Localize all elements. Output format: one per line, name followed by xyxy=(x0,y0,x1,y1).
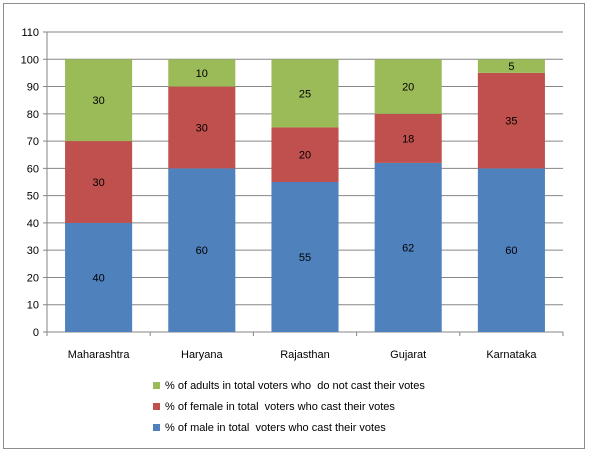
bar-segment xyxy=(271,127,339,182)
x-tick-label: Rajasthan xyxy=(280,349,330,361)
bar-segment xyxy=(374,162,442,332)
legend-entry: % of female in total voters who cast the… xyxy=(153,401,395,413)
x-tick-label: Gujarat xyxy=(390,349,426,361)
y-tick-label: 90 xyxy=(27,82,39,94)
bar-segment xyxy=(271,59,339,128)
bar-segment xyxy=(374,113,442,163)
data-label: 60 xyxy=(196,245,208,257)
data-label: 25 xyxy=(299,88,311,100)
x-tick-label: Karnataka xyxy=(486,349,537,361)
bar-segment xyxy=(271,182,339,332)
legend-entry: % of male in total voters who cast their… xyxy=(153,422,386,434)
y-tick-label: 50 xyxy=(27,191,39,203)
bars xyxy=(65,59,545,332)
data-label: 62 xyxy=(402,242,414,254)
x-axis-ticks: Maharashtra Haryana Rajasthan Gujarat Karnat… xyxy=(46,332,564,361)
y-tick-label: 40 xyxy=(27,218,39,230)
bar-segment xyxy=(477,59,545,73)
data-label: 30 xyxy=(92,177,104,189)
legend-label: % of female in total voters who cast the… xyxy=(165,401,395,413)
legend-swatch xyxy=(153,424,160,431)
bar-segment xyxy=(168,59,236,87)
y-tick-label: 110 xyxy=(21,27,39,39)
legend: % of adults in total voters who do not c… xyxy=(153,380,425,434)
bar-segment xyxy=(168,168,236,332)
bar-segment xyxy=(168,86,236,169)
y-tick-label: 70 xyxy=(27,136,39,148)
bar-segment xyxy=(477,168,545,332)
data-label: 18 xyxy=(402,133,414,145)
legend-label: % of male in total voters who cast their… xyxy=(165,422,386,434)
y-tick-label: 10 xyxy=(27,300,39,312)
data-label: 60 xyxy=(505,245,517,257)
y-tick-label: 60 xyxy=(27,163,39,175)
legend-swatch xyxy=(153,403,160,410)
bar-segment xyxy=(374,59,442,114)
y-tick-label: 20 xyxy=(27,272,39,284)
x-tick-label: Maharashtra xyxy=(68,349,131,361)
data-labels: 40 30 30 60 30 10 55 20 25 62 18 20 60 35 5 xyxy=(92,61,517,284)
bar-segment xyxy=(65,141,133,223)
bar-segment xyxy=(65,59,133,142)
data-label: 10 xyxy=(196,68,208,80)
data-label: 30 xyxy=(92,95,104,107)
bar-segment xyxy=(477,72,545,169)
data-label: 55 xyxy=(299,252,311,264)
y-tick-label: 100 xyxy=(21,54,39,66)
y-tick-label: 0 xyxy=(33,327,39,339)
y-axis-ticks: 0 10 20 30 40 50 60 70 80 90 100 110 xyxy=(21,27,47,339)
data-label: 35 xyxy=(505,116,517,128)
data-label: 40 xyxy=(92,272,104,284)
legend-entry: % of adults in total voters who do not c… xyxy=(153,380,425,392)
x-tick-label: Haryana xyxy=(181,349,223,361)
y-tick-label: 30 xyxy=(27,245,39,257)
legend-swatch xyxy=(153,382,160,389)
y-tick-label: 80 xyxy=(27,109,39,121)
bar-segment xyxy=(65,222,133,332)
legend-label: % of adults in total voters who do not c… xyxy=(165,380,425,392)
data-label: 20 xyxy=(402,82,414,94)
data-label: 30 xyxy=(196,122,208,134)
data-label: 20 xyxy=(299,150,311,162)
data-label: 5 xyxy=(508,61,514,73)
